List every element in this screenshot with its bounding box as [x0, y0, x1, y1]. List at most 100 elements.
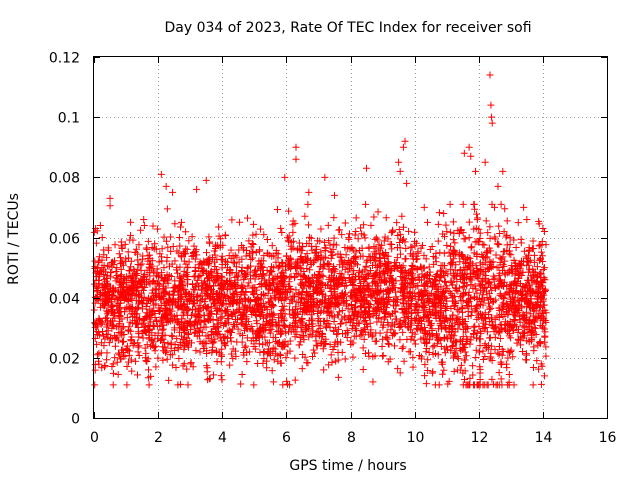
data-point: [334, 373, 342, 381]
data-point: [132, 245, 140, 253]
data-point: [113, 264, 121, 272]
data-point: [124, 248, 132, 256]
data-point: [447, 242, 455, 250]
data-point: [135, 330, 143, 338]
data-point: [440, 249, 448, 257]
data-point: [205, 316, 213, 324]
data-point: [542, 352, 550, 360]
data-point: [300, 267, 308, 275]
data-point: [217, 372, 225, 380]
data-point: [500, 228, 508, 236]
data-point: [210, 338, 218, 346]
data-point: [484, 279, 492, 287]
data-point: [119, 337, 127, 345]
data-point: [293, 258, 301, 266]
data-point: [359, 365, 367, 373]
data-point: [115, 351, 123, 359]
data-point: [460, 326, 468, 334]
data-point: [182, 228, 190, 236]
data-point: [91, 335, 99, 343]
data-point: [303, 250, 311, 258]
data-point: [223, 268, 231, 276]
data-point: [533, 263, 541, 271]
x-tick-label: 8: [347, 430, 356, 446]
data-point: [476, 363, 484, 371]
y-tick-label: 0.06: [49, 232, 80, 248]
data-point: [443, 241, 451, 249]
data-point: [138, 275, 146, 283]
data-point: [309, 327, 317, 335]
data-point: [190, 242, 198, 250]
data-point: [507, 251, 515, 259]
data-point: [409, 353, 417, 361]
data-point: [184, 263, 192, 271]
data-point: [529, 381, 537, 389]
data-point: [378, 241, 386, 249]
data-point: [486, 257, 494, 265]
data-point: [466, 254, 474, 262]
data-point: [414, 319, 422, 327]
data-point: [94, 351, 102, 359]
data-point: [505, 349, 513, 357]
data-point: [192, 305, 200, 313]
data-point: [439, 370, 447, 378]
data-point: [188, 233, 196, 241]
data-point: [530, 251, 538, 259]
data-point: [164, 340, 172, 348]
data-point: [394, 365, 402, 373]
data-point: [450, 367, 458, 375]
data-point: [338, 231, 346, 239]
data-point: [434, 237, 442, 245]
data-point: [211, 335, 219, 343]
data-point: [457, 297, 465, 305]
data-point: [456, 258, 464, 266]
data-point: [172, 364, 180, 372]
data-point: [345, 230, 353, 238]
x-tick-label: 6: [282, 430, 291, 446]
data-point: [308, 331, 316, 339]
data-point: [327, 351, 335, 359]
data-point: [206, 309, 214, 317]
data-point: [481, 353, 489, 361]
data-point: [491, 281, 499, 289]
data-point: [485, 278, 493, 286]
data-point: [486, 334, 494, 342]
data-point: [105, 339, 113, 347]
x-tick-label: 16: [599, 430, 617, 446]
data-point: [306, 233, 314, 241]
data-point: [475, 280, 483, 288]
data-point: [336, 274, 344, 282]
data-point: [278, 306, 286, 314]
data-point: [525, 257, 533, 265]
data-point: [467, 312, 475, 320]
data-points: [90, 71, 550, 389]
data-point: [537, 380, 545, 388]
data-point: [138, 282, 146, 290]
data-point: [178, 218, 186, 226]
data-point: [163, 205, 171, 213]
data-point: [228, 216, 236, 224]
data-point: [330, 234, 338, 242]
data-point: [226, 361, 234, 369]
data-point: [163, 355, 171, 363]
data-point: [111, 354, 119, 362]
data-point: [278, 229, 286, 237]
data-point: [484, 345, 492, 353]
data-point: [469, 284, 477, 292]
data-point: [169, 295, 177, 303]
data-point: [100, 332, 108, 340]
data-point: [496, 335, 504, 343]
data-point: [190, 329, 198, 337]
data-point: [449, 311, 457, 319]
data-point: [123, 381, 131, 389]
data-point: [479, 355, 487, 363]
data-point: [370, 248, 378, 256]
data-point: [396, 369, 404, 377]
data-point: [536, 302, 544, 310]
data-point: [487, 305, 495, 313]
data-point: [402, 275, 410, 283]
data-point: [241, 344, 249, 352]
data-point: [154, 225, 162, 233]
data-point: [324, 259, 332, 267]
data-point: [249, 231, 257, 239]
